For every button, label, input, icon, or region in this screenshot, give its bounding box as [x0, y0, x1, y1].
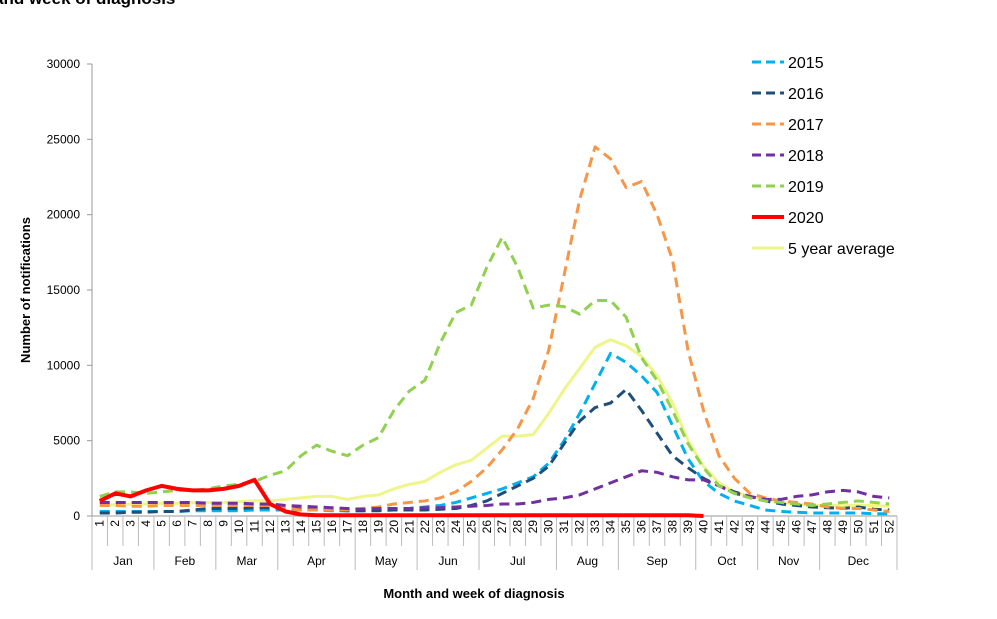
x-week-label: 19: [371, 520, 385, 534]
x-month-label: Aug: [577, 554, 598, 568]
x-week-label: 49: [836, 520, 850, 534]
y-axis: 0 5000 10000 15000 20000 25000 30000: [47, 57, 93, 523]
x-week-label: 1: [93, 520, 107, 527]
x-week-label: 17: [340, 520, 354, 534]
x-week-label: 8: [201, 520, 215, 527]
x-week-label: 21: [402, 520, 416, 534]
y-tick-label: 15000: [47, 283, 81, 297]
x-week-label: 3: [124, 520, 138, 527]
x-month-label: Oct: [717, 554, 736, 568]
x-week-label: 27: [495, 520, 509, 534]
x-week-label: 52: [882, 520, 896, 534]
legend-label: 2016: [788, 86, 824, 103]
series-line-2016: [99, 387, 890, 515]
x-week-label: 42: [727, 520, 741, 534]
x-week-label: 15: [309, 520, 323, 534]
x-week-label: 34: [604, 520, 618, 534]
y-tick-label: 0: [73, 509, 80, 523]
x-week-label: 12: [263, 520, 277, 534]
y-tick-label: 20000: [47, 208, 81, 222]
x-week-label: 47: [805, 520, 819, 534]
x-week-label: 44: [758, 520, 772, 534]
x-week-label: 29: [526, 520, 540, 534]
x-week-label: 46: [789, 520, 803, 534]
x-week-label: 14: [294, 520, 308, 534]
x-week-label: 11: [248, 520, 262, 533]
x-week-label: 36: [635, 520, 649, 534]
x-axis: 1 2 3 4 5 6 7 8 9 10 11 12 13 14 15 16 17 18 19 20 21 22 23 24 2…: [91, 515, 898, 570]
x-week-label: 6: [170, 520, 184, 527]
y-tick-label: 10000: [47, 358, 81, 372]
x-week-label: 40: [696, 520, 710, 534]
x-month-label: Nov: [778, 554, 799, 568]
x-month-label: Apr: [307, 554, 326, 568]
x-week-label: 51: [867, 520, 881, 534]
x-week-label: 25: [464, 520, 478, 534]
x-week-label: 5: [155, 520, 169, 527]
series-line-2017: [99, 145, 890, 513]
y-tick-label: 25000: [47, 132, 81, 146]
x-week-label: 24: [449, 520, 463, 534]
x-month-label: Jan: [113, 554, 132, 568]
x-week-label: 32: [573, 520, 587, 534]
x-week-label: 9: [217, 520, 231, 527]
x-week-label: 30: [542, 520, 556, 534]
legend-label: 2019: [788, 179, 824, 196]
x-week-label: 41: [712, 520, 726, 534]
x-week-label: 38: [666, 520, 680, 534]
x-week-label: 33: [588, 520, 602, 534]
x-month-label: Jun: [438, 554, 457, 568]
chart-title: and week of diagnosis: [0, 0, 175, 8]
x-week-label: 16: [325, 520, 339, 534]
series-line-2015: [99, 351, 890, 516]
series-line-2018: [99, 469, 890, 511]
x-week-label: 39: [681, 520, 695, 534]
y-tick-label: 30000: [47, 57, 81, 71]
x-week-label: 20: [387, 520, 401, 534]
legend: 2015 2016 2017 2018 2019 2020 5 year average: [752, 55, 895, 258]
x-month-label: Sep: [646, 554, 668, 568]
x-week-label: 37: [650, 520, 664, 534]
x-week-label: 4: [139, 520, 153, 527]
x-month-label: Dec: [848, 554, 869, 568]
x-week-label: 26: [480, 520, 494, 534]
x-month-label: Mar: [236, 554, 257, 568]
x-week-label: 10: [232, 520, 246, 534]
x-month-label: Feb: [175, 554, 196, 568]
legend-label: 5 year average: [788, 241, 895, 258]
x-week-label: 48: [820, 520, 834, 534]
x-week-label: 35: [619, 520, 633, 534]
legend-label: 2017: [788, 117, 824, 134]
x-week-label: 7: [186, 520, 200, 527]
series-line-5-year-average: [99, 338, 890, 508]
x-month-label: Jul: [510, 554, 525, 568]
x-week-label: 23: [433, 520, 447, 534]
series-lines: [98, 145, 890, 518]
series-line-2019: [99, 235, 890, 507]
legend-label: 2020: [788, 210, 824, 227]
x-axis-label: Month and week of diagnosis: [383, 586, 564, 601]
y-axis-label: Number of notifications: [18, 217, 33, 363]
legend-label: 2018: [788, 148, 824, 165]
x-week-label: 45: [774, 520, 788, 534]
x-week-label: 50: [851, 520, 865, 534]
x-week-label: 31: [557, 520, 571, 534]
x-month-label: May: [375, 554, 398, 568]
y-tick-label: 5000: [53, 434, 80, 448]
x-week-label: 18: [356, 520, 370, 534]
x-week-label: 22: [418, 520, 432, 534]
x-week-label: 13: [279, 520, 293, 534]
legend-label: 2015: [788, 55, 824, 72]
x-week-label: 43: [743, 520, 757, 534]
x-week-label: 28: [511, 520, 525, 534]
series-line-2020: [98, 477, 704, 518]
x-week-label: 2: [108, 520, 122, 527]
